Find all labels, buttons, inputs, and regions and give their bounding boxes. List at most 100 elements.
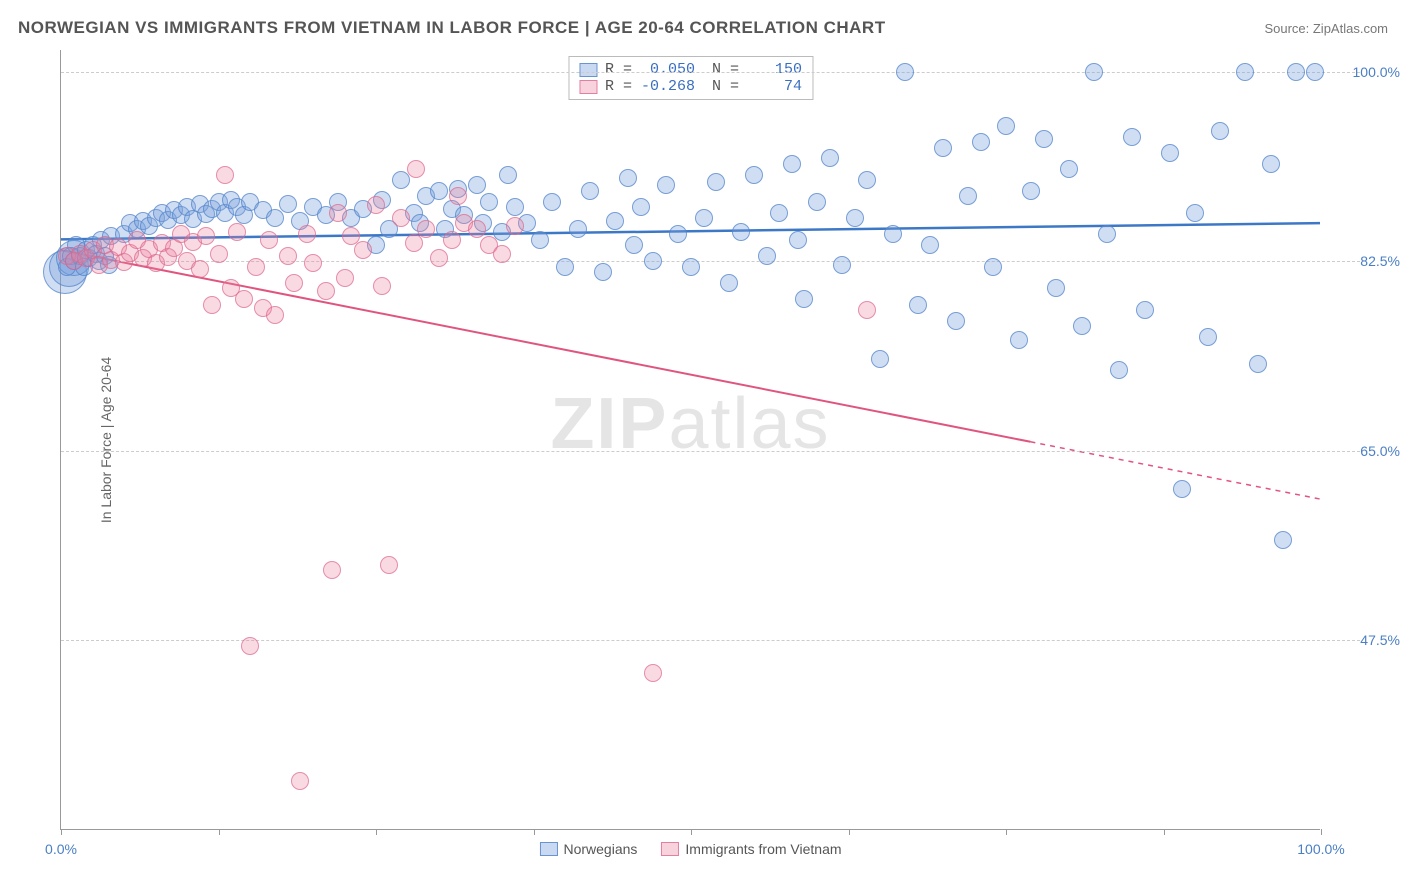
scatter-point [449,187,467,205]
stat-n-value-1: 150 [747,61,802,78]
legend-label: Immigrants from Vietnam [685,841,841,857]
scatter-point [260,231,278,249]
scatter-point [279,195,297,213]
chart-plot-area: In Labor Force | Age 20-64 ZIPatlas R = … [60,50,1320,830]
scatter-point [581,182,599,200]
scatter-point [430,249,448,267]
scatter-point [625,236,643,254]
scatter-point [644,252,662,270]
scatter-point [506,198,524,216]
scatter-point [336,269,354,287]
scatter-point [1211,122,1229,140]
x-tick [1006,829,1007,835]
scatter-point [657,176,675,194]
scatter-point [758,247,776,265]
scatter-point [644,664,662,682]
x-tick [1164,829,1165,835]
scatter-point [323,561,341,579]
x-tick-label: 0.0% [45,841,77,857]
scatter-point [407,160,425,178]
scatter-point [210,245,228,263]
scatter-point [235,290,253,308]
scatter-point [405,234,423,252]
scatter-point [1085,63,1103,81]
stats-box: R = 0.050 N = 150 R = -0.268 N = 74 [568,56,813,100]
scatter-point [833,256,851,274]
stat-n-label: N = [703,78,739,95]
y-axis-title: In Labor Force | Age 20-64 [98,356,114,522]
scatter-point [984,258,1002,276]
scatter-point [858,301,876,319]
scatter-point [298,225,316,243]
scatter-point [745,166,763,184]
scatter-point [1035,130,1053,148]
scatter-point [783,155,801,173]
scatter-point [884,225,902,243]
scatter-point [203,296,221,314]
scatter-point [1173,480,1191,498]
x-tick [534,829,535,835]
scatter-point [317,282,335,300]
scatter-point [821,149,839,167]
stat-r-label: R = [605,78,632,95]
scatter-point [329,204,347,222]
scatter-point [291,772,309,790]
scatter-point [569,220,587,238]
scatter-point [858,171,876,189]
scatter-point [1161,144,1179,162]
scatter-point [846,209,864,227]
scatter-point [506,217,524,235]
scatter-point [934,139,952,157]
scatter-point [1123,128,1141,146]
scatter-point [228,223,246,241]
stat-r-value-2: -0.268 [640,78,695,95]
scatter-point [1098,225,1116,243]
scatter-point [480,193,498,211]
scatter-point [1110,361,1128,379]
legend-item-series1: Norwegians [539,841,637,857]
scatter-point [247,258,265,276]
scatter-point [921,236,939,254]
gridline [61,72,1360,73]
scatter-point [1010,331,1028,349]
swatch-pink-icon [579,80,597,94]
scatter-point [468,176,486,194]
scatter-point [417,220,435,238]
scatter-point [896,63,914,81]
scatter-point [1249,355,1267,373]
stat-r-label: R = [605,61,632,78]
scatter-point [266,209,284,227]
scatter-point [789,231,807,249]
source-text: Source: ZipAtlas.com [1264,21,1388,36]
scatter-point [1306,63,1324,81]
scatter-point [606,212,624,230]
scatter-point [632,198,650,216]
stats-row-series2: R = -0.268 N = 74 [579,78,802,95]
swatch-pink-icon [661,842,679,856]
scatter-point [392,171,410,189]
stat-n-label: N = [703,61,739,78]
scatter-point [1060,160,1078,178]
scatter-point [468,220,486,238]
x-tick [376,829,377,835]
scatter-point [367,196,385,214]
scatter-point [720,274,738,292]
stats-row-series1: R = 0.050 N = 150 [579,61,802,78]
scatter-point [1073,317,1091,335]
scatter-point [373,277,391,295]
scatter-point [695,209,713,227]
scatter-point [972,133,990,151]
scatter-point [707,173,725,191]
scatter-point [1136,301,1154,319]
chart-title: NORWEGIAN VS IMMIGRANTS FROM VIETNAM IN … [18,18,886,38]
trend-lines-svg [61,50,1320,829]
y-tick-label: 100.0% [1330,64,1400,80]
x-tick [849,829,850,835]
scatter-point [1274,531,1292,549]
scatter-point [430,182,448,200]
scatter-point [871,350,889,368]
scatter-point [669,225,687,243]
y-tick-label: 47.5% [1330,632,1400,648]
scatter-point [392,209,410,227]
swatch-blue-icon [539,842,557,856]
